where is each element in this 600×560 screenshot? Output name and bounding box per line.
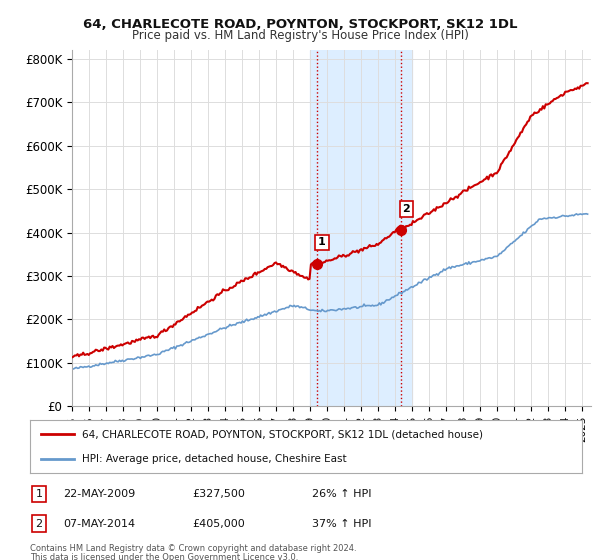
Text: 2: 2 bbox=[403, 204, 410, 214]
Bar bbox=[310, 50, 412, 406]
Text: 37% ↑ HPI: 37% ↑ HPI bbox=[312, 519, 371, 529]
Text: 1: 1 bbox=[35, 489, 43, 499]
Text: 64, CHARLECOTE ROAD, POYNTON, STOCKPORT, SK12 1DL (detached house): 64, CHARLECOTE ROAD, POYNTON, STOCKPORT,… bbox=[82, 430, 484, 440]
Text: 22-MAY-2009: 22-MAY-2009 bbox=[63, 489, 135, 499]
Text: £327,500: £327,500 bbox=[192, 489, 245, 499]
Text: Contains HM Land Registry data © Crown copyright and database right 2024.: Contains HM Land Registry data © Crown c… bbox=[30, 544, 356, 553]
Text: 64, CHARLECOTE ROAD, POYNTON, STOCKPORT, SK12 1DL: 64, CHARLECOTE ROAD, POYNTON, STOCKPORT,… bbox=[83, 18, 517, 31]
Text: This data is licensed under the Open Government Licence v3.0.: This data is licensed under the Open Gov… bbox=[30, 553, 298, 560]
Text: 1: 1 bbox=[318, 237, 326, 248]
Text: Price paid vs. HM Land Registry's House Price Index (HPI): Price paid vs. HM Land Registry's House … bbox=[131, 29, 469, 42]
Text: 07-MAY-2014: 07-MAY-2014 bbox=[63, 519, 135, 529]
Text: HPI: Average price, detached house, Cheshire East: HPI: Average price, detached house, Ches… bbox=[82, 454, 347, 464]
Text: 2: 2 bbox=[35, 519, 43, 529]
Text: 26% ↑ HPI: 26% ↑ HPI bbox=[312, 489, 371, 499]
Text: £405,000: £405,000 bbox=[192, 519, 245, 529]
